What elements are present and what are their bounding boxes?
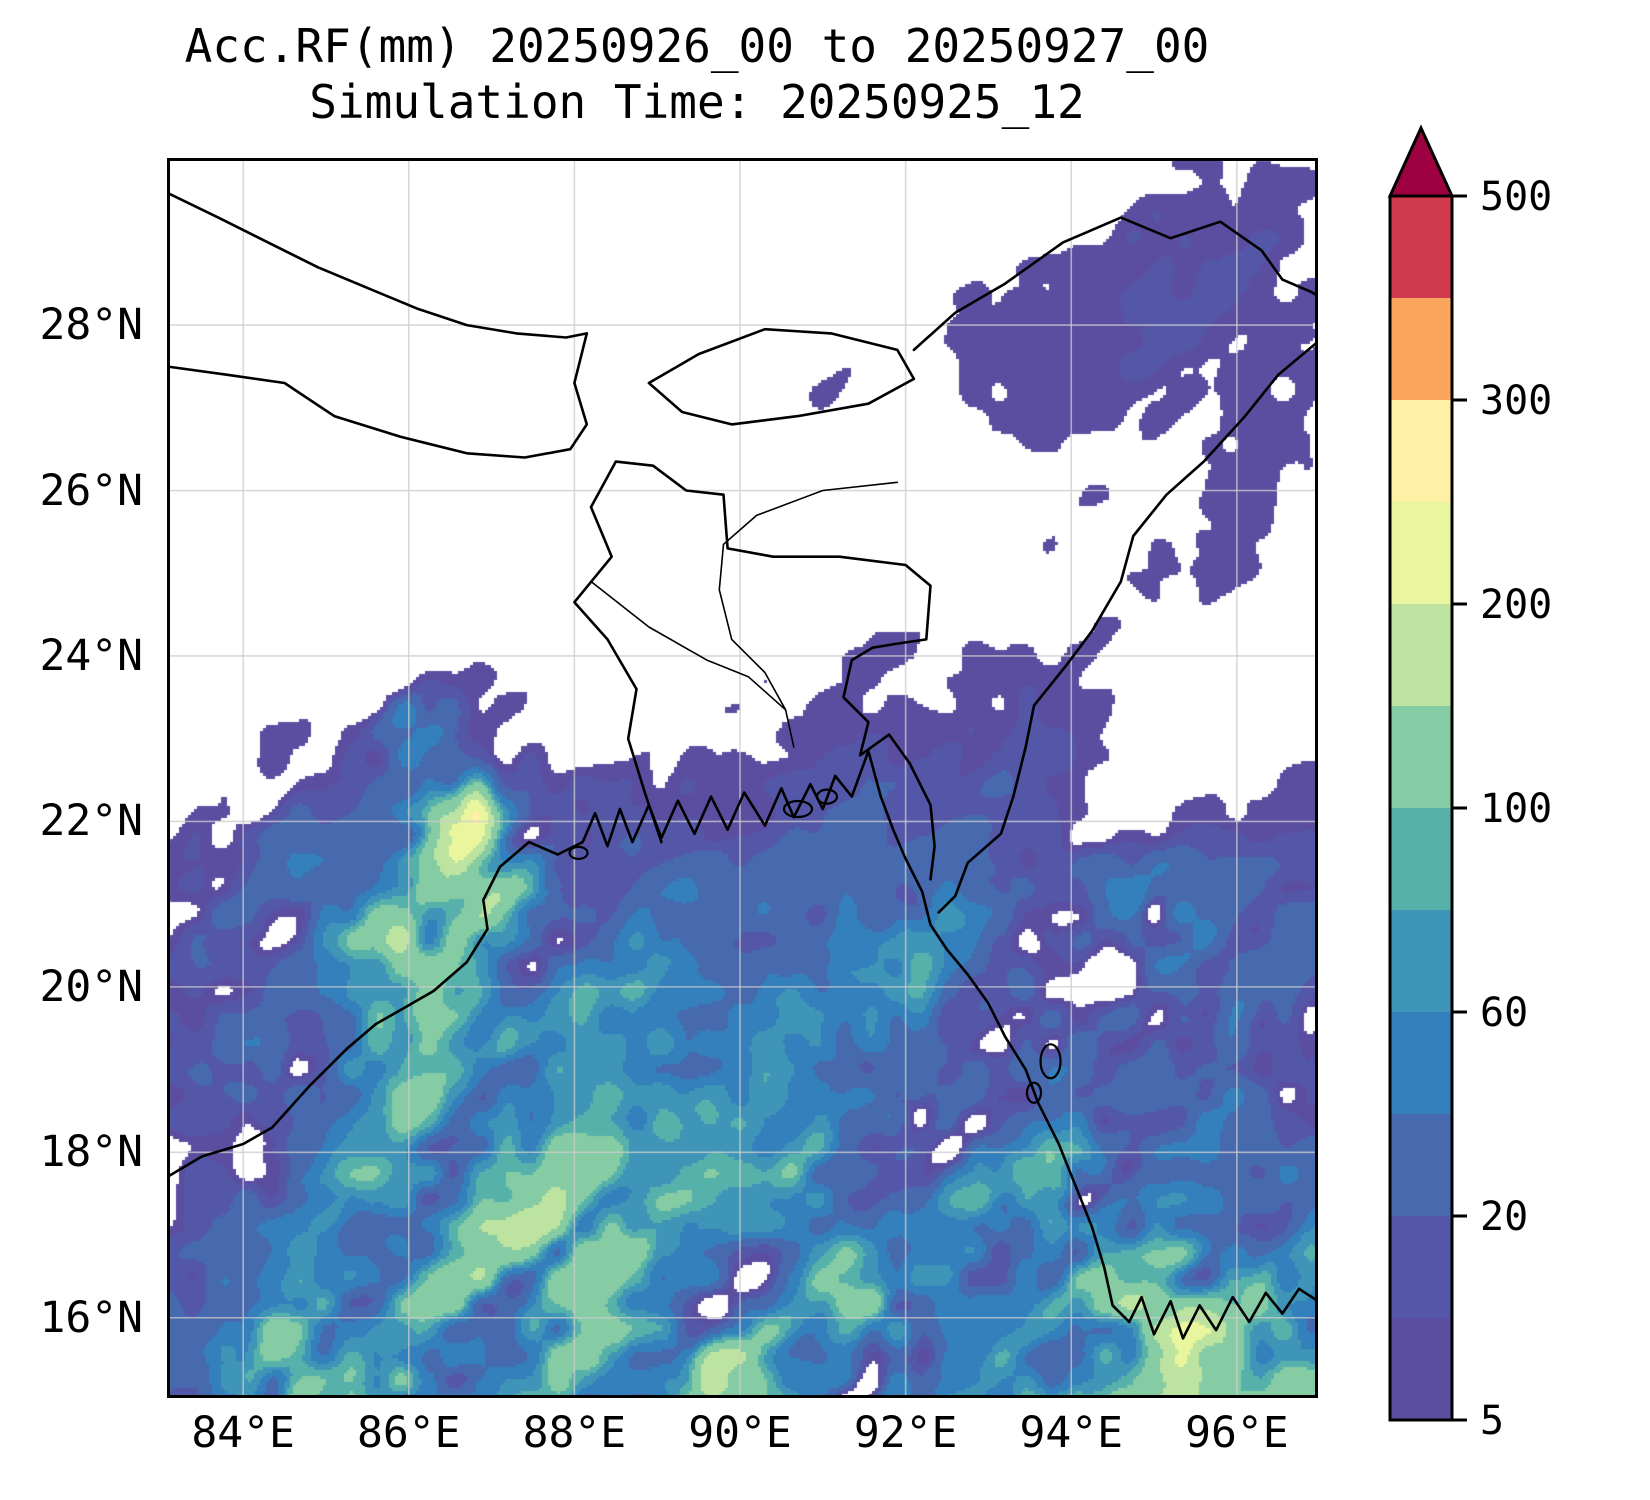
x-tick-label: 90°E xyxy=(688,1408,792,1458)
y-tick-label: 18°N xyxy=(39,1127,143,1178)
map-plot-area xyxy=(167,158,1318,1398)
colorbar-segment xyxy=(1390,400,1452,502)
colorbar-segment xyxy=(1390,1216,1452,1318)
colorbar-tick-label: 300 xyxy=(1480,378,1552,424)
colorbar-segment xyxy=(1390,1114,1452,1216)
page-title: Acc.RF(mm) 20250926_00 to 20250927_00 xyxy=(184,19,1210,73)
x-tick-label: 94°E xyxy=(1019,1408,1124,1458)
map-overlay xyxy=(167,158,1318,1398)
x-tick-label: 88°E xyxy=(522,1408,627,1458)
rainfall-field-canvas xyxy=(167,158,1318,1398)
border-himalaya-east xyxy=(912,216,1318,352)
x-tick-label: 96°E xyxy=(1185,1408,1289,1458)
colorbar-segment xyxy=(1390,808,1452,910)
colorbar-segment xyxy=(1390,502,1452,604)
island-outline xyxy=(568,845,589,860)
y-tick-label: 28°N xyxy=(39,300,143,351)
page-subtitle: Simulation Time: 20250925_12 xyxy=(309,75,1085,129)
title-block: Acc.RF(mm) 20250926_00 to 20250927_00 Si… xyxy=(77,18,1317,130)
river-brahmaputra xyxy=(718,481,899,748)
y-tick-label: 22°N xyxy=(39,796,143,847)
map-frame xyxy=(167,158,1318,1398)
coastline xyxy=(167,749,1318,1340)
x-tick-label: 84°E xyxy=(191,1408,295,1458)
colorbar-segment xyxy=(1390,1318,1452,1420)
island-outline xyxy=(782,799,814,819)
island-outline xyxy=(815,788,839,805)
colorbar-extend-triangle xyxy=(1387,124,1455,198)
y-tick-label: 24°N xyxy=(39,630,143,681)
colorbar-tick-label: 200 xyxy=(1480,582,1552,628)
colorbar-segment xyxy=(1390,1012,1452,1114)
border-myanmar xyxy=(937,340,1318,914)
y-tick-label: 20°N xyxy=(39,961,143,1012)
border-bhutan xyxy=(647,327,916,426)
colorbar-tick-label: 20 xyxy=(1480,1194,1528,1240)
colorbar-tick-label: 500 xyxy=(1480,174,1552,220)
colorbar-tick-label: 60 xyxy=(1480,990,1528,1036)
colorbar-tick-label: 5 xyxy=(1480,1398,1504,1444)
y-axis: 28°N 26°N 24°N 22°N 20°N 18°N 16°N xyxy=(0,0,143,1500)
island-outline xyxy=(1039,1043,1062,1080)
colorbar: 5 20 60 100 200 300 500 xyxy=(1387,124,1552,1444)
border-nepal-north xyxy=(167,191,589,339)
river-ganges xyxy=(590,580,787,711)
colorbar-segment xyxy=(1390,298,1452,400)
colorbar-segment xyxy=(1390,706,1452,808)
colorbar-segment xyxy=(1390,196,1452,298)
border-nepal-south xyxy=(167,332,589,459)
colorbar-tick-label: 100 xyxy=(1480,786,1552,832)
x-tick-label: 86°E xyxy=(357,1408,461,1458)
y-tick-label: 16°N xyxy=(39,1292,143,1343)
border-bangladesh xyxy=(573,460,936,881)
x-tick-label: 92°E xyxy=(853,1408,958,1458)
x-axis: 84°E 86°E 88°E 90°E 92°E 94°E 96°E xyxy=(0,1408,1650,1468)
island-outline xyxy=(1025,1081,1043,1104)
colorbar-segment xyxy=(1390,910,1452,1012)
colorbar-segment xyxy=(1390,604,1452,706)
y-tick-label: 26°N xyxy=(39,465,143,516)
